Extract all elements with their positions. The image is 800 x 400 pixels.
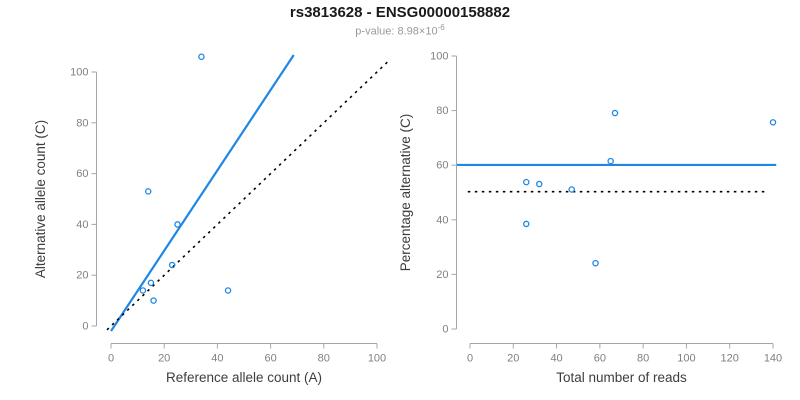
x-tick-label: 120: [721, 353, 739, 365]
x-tick-label: 0: [108, 353, 114, 365]
data-point: [611, 109, 619, 117]
x-tick-label: 60: [594, 353, 606, 365]
data-point: [198, 53, 205, 61]
y-tick-label: 20: [436, 269, 448, 281]
x-tick-label: 0: [467, 353, 473, 365]
identity-line: [106, 61, 389, 331]
x-tick-label: 100: [368, 353, 386, 365]
x-tick-label: 40: [550, 353, 562, 365]
data-point: [523, 178, 530, 186]
data-point: [174, 221, 181, 228]
data-point: [536, 180, 543, 188]
y-tick-label: 60: [436, 160, 448, 172]
data-point: [168, 261, 176, 269]
y-axis-title: Alternative allele count (C): [33, 120, 48, 278]
data-point: [150, 297, 157, 304]
y-tick-label: 100: [70, 67, 88, 79]
y-tick-label: 60: [76, 168, 88, 180]
y-tick-label: 80: [76, 117, 88, 129]
data-point: [139, 287, 147, 294]
y-tick-label: 100: [430, 51, 448, 63]
x-axis-title: Reference allele count (A): [166, 370, 322, 385]
regression-line: [110, 54, 295, 332]
pvalue-subtitle: p-value: 8.98×10-6: [0, 23, 800, 38]
figure-title: rs3813628 - ENSG00000158882: [289, 4, 511, 21]
y-tick-label: 0: [442, 324, 448, 336]
left-scatter-plot: 0 20 40 60 80 100 0 20 40 60 80 100 Alternative alle…: [33, 53, 389, 385]
data-point: [592, 259, 599, 267]
x-tick-label: 60: [264, 353, 276, 365]
x-tick-label: 100: [677, 353, 695, 365]
data-point: [607, 157, 614, 165]
pvalue-text: p-value: 8.98×10: [355, 25, 438, 38]
y-tick-label: 80: [436, 105, 448, 117]
x-tick-label: 20: [507, 353, 519, 365]
data-point: [523, 220, 530, 228]
x-tick-label: 80: [637, 353, 649, 365]
x-tick-label: 40: [211, 353, 223, 365]
data-point: [147, 279, 155, 287]
y-tick-label: 40: [436, 214, 448, 226]
data-point: [224, 287, 232, 294]
y-axis-title: Percentage alternative (C): [398, 114, 413, 272]
data-point: [769, 119, 777, 126]
y-tick-label: 40: [76, 219, 88, 231]
data-point: [144, 188, 152, 195]
data-point: [568, 186, 575, 193]
y-tick-label: 20: [76, 270, 88, 282]
right-scatter-plot: 0 20 40 60 80 100 0 20 40 60 80 100 120 140 Percentage…: [398, 51, 782, 386]
pvalue-exponent: -6: [437, 23, 445, 32]
x-tick-label: 80: [318, 353, 330, 365]
x-tick-label: 20: [158, 353, 170, 365]
y-tick-label: 0: [82, 321, 88, 333]
x-tick-label: 140: [764, 353, 782, 365]
x-axis-title: Total number of reads: [556, 370, 687, 385]
